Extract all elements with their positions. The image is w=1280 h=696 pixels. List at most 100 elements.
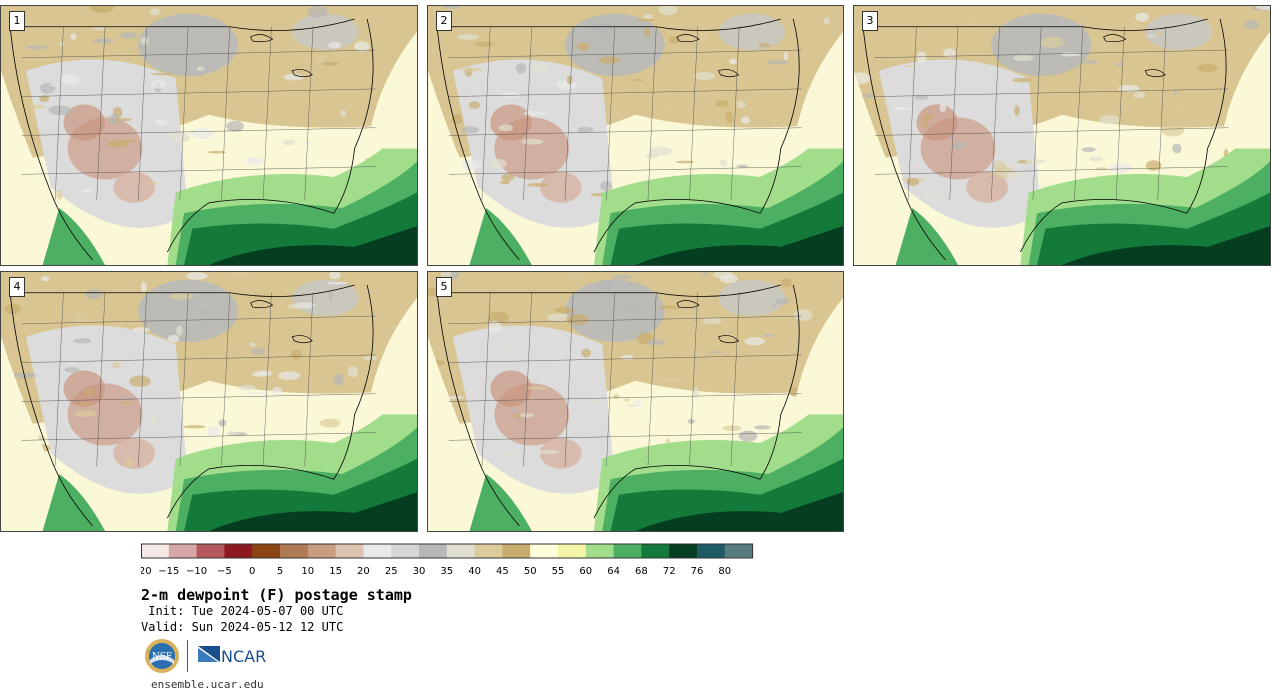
dewpoint-speckle <box>741 116 750 124</box>
dewpoint-speckle <box>770 304 777 308</box>
dewpoint-speckle <box>501 91 521 98</box>
state-border <box>96 26 106 201</box>
state-border <box>1074 26 1083 201</box>
dewpoint-speckle <box>238 384 256 391</box>
dewpoint-speckle <box>700 272 709 277</box>
dewpoint-speckle <box>577 126 594 134</box>
dewpoint-speckle <box>245 391 270 395</box>
init-time: Init: Tue 2024-05-07 00 UTC <box>141 604 344 618</box>
great-lake <box>250 34 274 43</box>
state-border <box>96 292 106 467</box>
colorbar-tick-label: 20 <box>357 566 370 577</box>
dewpoint-speckle <box>48 105 72 116</box>
ncar-logo-icon: NCAR <box>198 646 266 666</box>
dewpoint-speckle <box>547 313 570 322</box>
humid-region <box>469 474 532 531</box>
dewpoint-speckle <box>113 117 132 122</box>
chart-title: 2-m dewpoint (F) postage stamp <box>141 586 412 604</box>
colorbar-swatch <box>446 544 475 558</box>
dewpoint-speckle <box>783 51 788 61</box>
colorbar-swatch <box>252 544 281 558</box>
dry-region-gray <box>564 279 665 342</box>
dewpoint-speckle <box>499 345 515 349</box>
coastline <box>435 284 520 527</box>
dewpoint-speckle <box>762 281 783 284</box>
dewpoint-speckle <box>168 132 190 143</box>
very-dry-region <box>63 370 105 407</box>
country-border <box>874 18 1208 31</box>
dewpoint-speckle <box>1012 55 1034 62</box>
dewpoint-map <box>428 6 843 265</box>
colorbar-swatch <box>280 544 309 558</box>
dewpoint-speckle <box>307 6 329 18</box>
state-border <box>138 26 147 201</box>
dewpoint-map <box>854 6 1270 265</box>
dewpoint-speckle <box>599 56 621 64</box>
dewpoint-speckle <box>190 128 213 140</box>
ocean-region <box>367 31 417 149</box>
dewpoint-speckle <box>7 41 12 44</box>
dewpoint-speckle <box>914 95 929 100</box>
dewpoint-speckle <box>451 113 463 125</box>
coastline <box>8 18 93 261</box>
colorbar-swatch <box>724 544 753 558</box>
state-border <box>179 292 189 467</box>
very-dry-region <box>540 437 582 469</box>
state-border <box>221 26 230 201</box>
colorbar-swatch <box>641 544 670 558</box>
dewpoint-speckle <box>249 342 256 347</box>
dewpoint-speckle <box>924 114 933 120</box>
colorbar-swatch <box>530 544 559 558</box>
dewpoint-speckle <box>693 71 716 80</box>
colorbar-tick-label: 25 <box>385 566 398 577</box>
dewpoint-speckle <box>186 272 208 280</box>
dewpoint-speckle <box>61 73 80 85</box>
dewpoint-speckle <box>774 298 791 305</box>
state-border <box>448 166 802 175</box>
dewpoint-speckle <box>943 48 956 58</box>
colorbar-swatch <box>669 544 698 558</box>
state-border <box>54 26 64 201</box>
dewpoint-speckle <box>854 72 871 84</box>
dewpoint-speckle <box>1196 64 1218 73</box>
dewpoint-speckle <box>149 8 161 16</box>
dewpoint-speckle <box>667 109 672 113</box>
dewpoint-speckle <box>952 141 967 150</box>
coastline <box>435 18 520 261</box>
dewpoint-speckle <box>226 120 244 132</box>
state-border <box>1032 26 1042 201</box>
map-panel-4[interactable]: 4 <box>0 271 418 532</box>
dewpoint-speckle <box>246 156 264 166</box>
map-panel-1[interactable]: 1 <box>0 5 418 266</box>
dewpoint-speckle <box>301 142 310 145</box>
dewpoint-speckle <box>623 398 630 402</box>
colorbar-tick-label: 45 <box>496 566 509 577</box>
colorbar-tick-label: 55 <box>552 566 565 577</box>
state-border <box>991 26 1000 201</box>
state-border <box>523 292 532 467</box>
colorbar-tick-label: 64 <box>607 566 620 577</box>
dewpoint-speckle <box>668 36 680 44</box>
dry-region-gray <box>991 13 1092 76</box>
dewpoint-speckle <box>1006 171 1024 179</box>
dewpoint-speckle <box>501 173 515 181</box>
dewpoint-speckle <box>39 95 50 103</box>
map-panel-5[interactable]: 5 <box>427 271 844 532</box>
map-panel-2[interactable]: 2 <box>427 5 844 266</box>
state-border <box>564 26 574 201</box>
dewpoint-speckle <box>523 110 546 116</box>
dewpoint-speckle <box>198 309 213 314</box>
map-panel-3[interactable]: 3 <box>853 5 1271 266</box>
ocean-region <box>1 70 51 265</box>
state-border <box>304 26 314 201</box>
great-lake <box>291 69 313 78</box>
dewpoint-speckle <box>689 32 710 43</box>
state-border <box>949 26 959 201</box>
dewpoint-speckle <box>1177 105 1182 110</box>
humid-region <box>42 208 105 265</box>
state-border <box>874 49 1229 58</box>
dewpoint-speckle <box>736 100 746 109</box>
state-border <box>606 26 615 201</box>
dewpoint-speckle <box>458 159 483 171</box>
dewpoint-speckle <box>30 104 46 110</box>
